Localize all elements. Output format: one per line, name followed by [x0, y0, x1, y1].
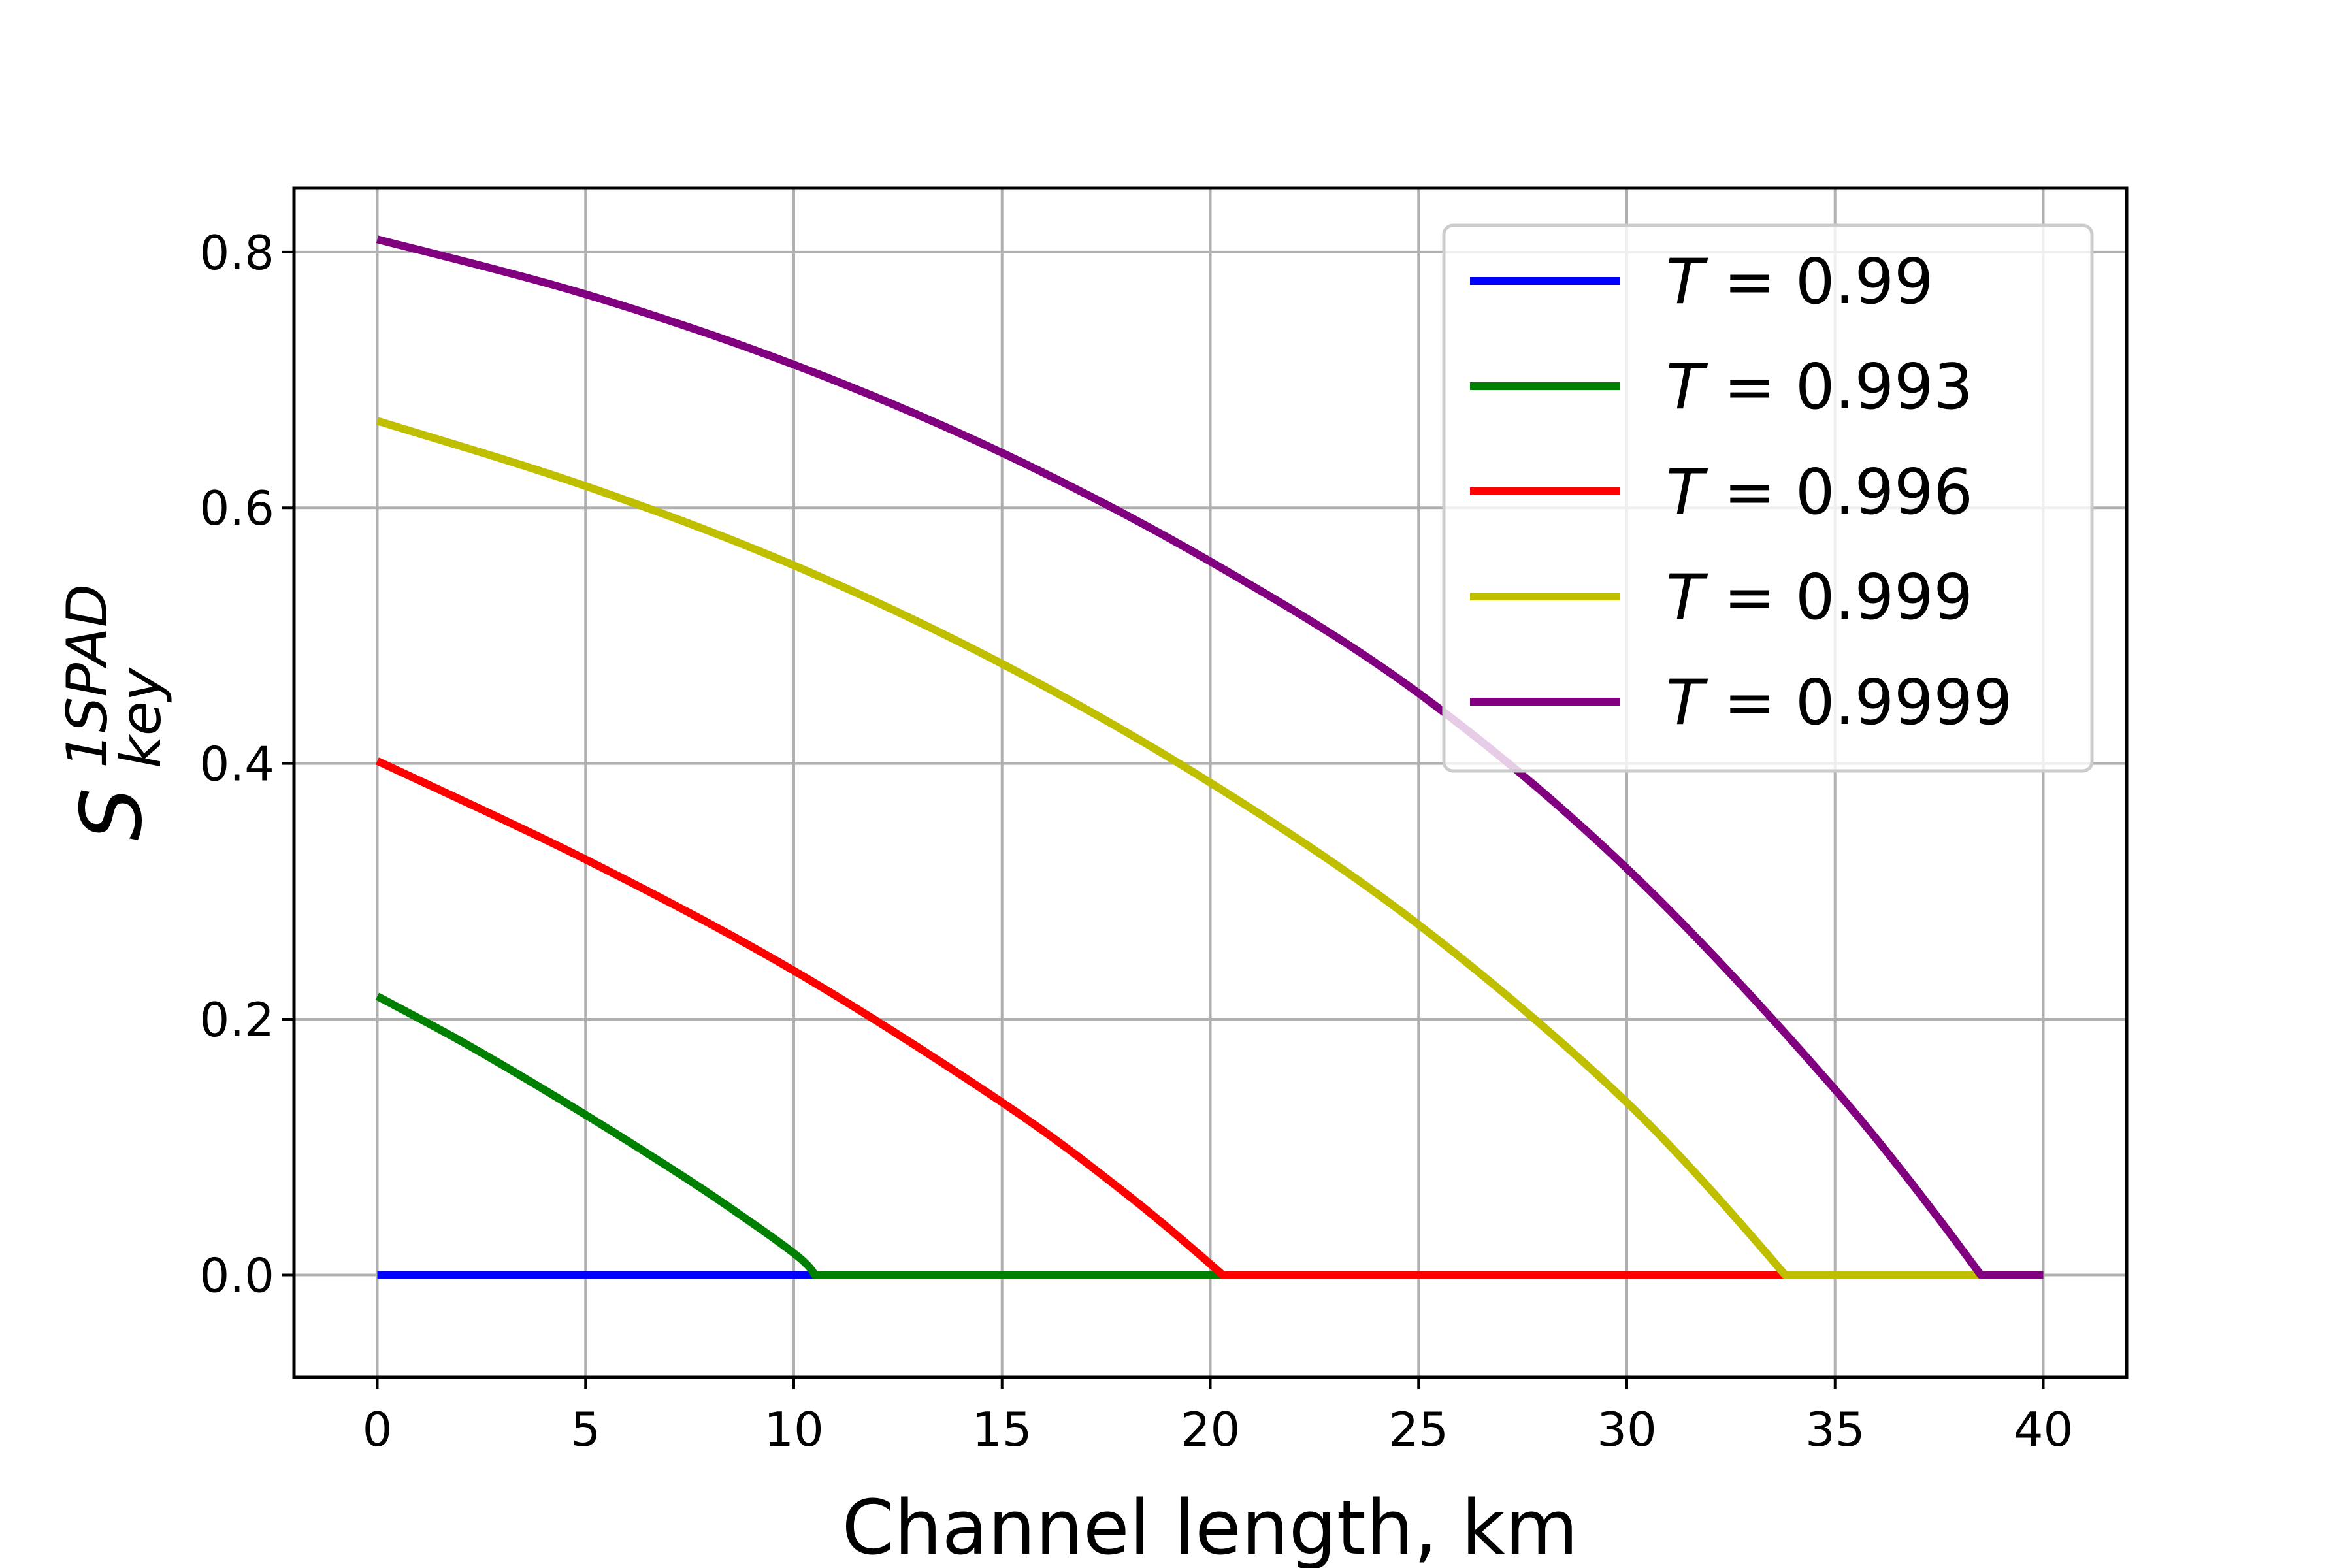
- x-tick-label: 35: [1805, 1402, 1865, 1457]
- legend-box: [1442, 223, 2094, 773]
- x-tick-label: 5: [570, 1402, 600, 1457]
- series-line-4: [376, 235, 2044, 1279]
- legend-label-value: = 0.999: [1704, 562, 1973, 634]
- legend-label-variable: T: [1666, 667, 1708, 739]
- legend-label-value: = 0.9999: [1704, 667, 2012, 739]
- y-tick-label: 0.4: [199, 737, 274, 792]
- legend-label-4: T = 0.9999: [1666, 667, 2012, 739]
- legend-label-value: = 0.99: [1704, 246, 1934, 318]
- legend-label-value: = 0.996: [1704, 457, 1973, 529]
- series-group: [375, 235, 2044, 1279]
- legend-label-variable: T: [1666, 457, 1708, 529]
- legend-label-variable: T: [1666, 246, 1708, 318]
- y-tick-label: 0.6: [199, 481, 274, 536]
- x-tick-label: 15: [972, 1402, 1032, 1457]
- y-tick-label: 0.2: [199, 992, 274, 1047]
- series-line-2: [375, 757, 1786, 1279]
- legend-label-0: T = 0.99: [1666, 246, 1934, 318]
- x-tick-label: 10: [764, 1402, 824, 1457]
- x-axis-label: Channel length, km: [842, 1484, 1578, 1568]
- y-tick-label: 0.0: [199, 1248, 274, 1303]
- x-tick-label: 25: [1388, 1402, 1448, 1457]
- y-axis-label: S 1SPAD key: [55, 584, 174, 841]
- ticks: 0 5 10 15 20 25 30 35 40 0.0 0.2 0.4 0.6 0.8: [199, 225, 2073, 1457]
- series-line-3: [376, 417, 1981, 1279]
- y-axis-label-subscript: key: [108, 667, 174, 768]
- legend-label-2: T = 0.996: [1666, 457, 1973, 529]
- series-line-1: [375, 992, 1223, 1279]
- grid: [294, 188, 2127, 1377]
- legend-label-variable: T: [1666, 562, 1708, 634]
- legend-label-value: = 0.993: [1704, 351, 1973, 423]
- x-tick-label: 40: [2014, 1402, 2074, 1457]
- svg-text:S: S: [63, 787, 161, 840]
- y-tick-label: 0.8: [199, 225, 274, 280]
- x-tick-label: 0: [363, 1402, 393, 1457]
- y-axis-label-base: S: [63, 787, 161, 840]
- x-tick-label: 30: [1597, 1402, 1657, 1457]
- legend-label-1: T = 0.993: [1666, 351, 1973, 423]
- legend-label-3: T = 0.999: [1666, 562, 1973, 634]
- y-axis-label-superscript: 1SPAD: [55, 584, 120, 768]
- legend-label-variable: T: [1666, 351, 1708, 423]
- x-tick-label: 20: [1181, 1402, 1241, 1457]
